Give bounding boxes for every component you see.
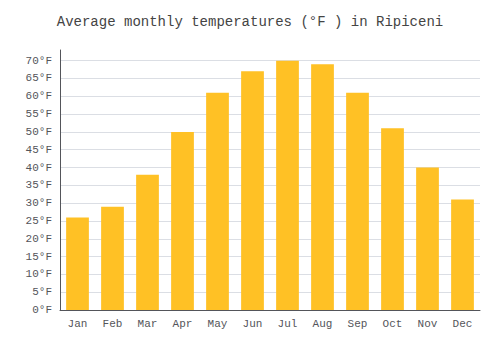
svg-text:Sep: Sep	[348, 318, 368, 330]
svg-text:Average monthly temperatures (: Average monthly temperatures (°F ) in Ri…	[57, 14, 443, 30]
svg-text:Jul: Jul	[278, 318, 298, 330]
svg-text:60°F: 60°F	[26, 90, 52, 102]
svg-text:45°F: 45°F	[26, 144, 52, 156]
svg-text:50°F: 50°F	[26, 126, 52, 138]
svg-text:May: May	[208, 318, 228, 330]
svg-text:15°F: 15°F	[26, 251, 52, 263]
svg-text:5°F: 5°F	[32, 286, 52, 298]
svg-text:Mar: Mar	[138, 318, 158, 330]
svg-text:0°F: 0°F	[32, 304, 52, 316]
svg-text:Jun: Jun	[243, 318, 263, 330]
svg-text:30°F: 30°F	[26, 197, 52, 209]
svg-text:10°F: 10°F	[26, 268, 52, 280]
svg-text:Oct: Oct	[383, 318, 403, 330]
svg-text:Nov: Nov	[418, 318, 438, 330]
svg-text:Dec: Dec	[453, 318, 473, 330]
svg-text:55°F: 55°F	[26, 108, 52, 120]
svg-text:65°F: 65°F	[26, 72, 52, 84]
svg-text:Aug: Aug	[313, 318, 333, 330]
svg-text:Jan: Jan	[68, 318, 88, 330]
svg-text:70°F: 70°F	[26, 55, 52, 67]
svg-text:Apr: Apr	[173, 318, 193, 330]
svg-text:40°F: 40°F	[26, 162, 52, 174]
svg-text:20°F: 20°F	[26, 233, 52, 245]
svg-text:35°F: 35°F	[26, 179, 52, 191]
svg-text:Feb: Feb	[103, 318, 123, 330]
svg-text:25°F: 25°F	[26, 215, 52, 227]
